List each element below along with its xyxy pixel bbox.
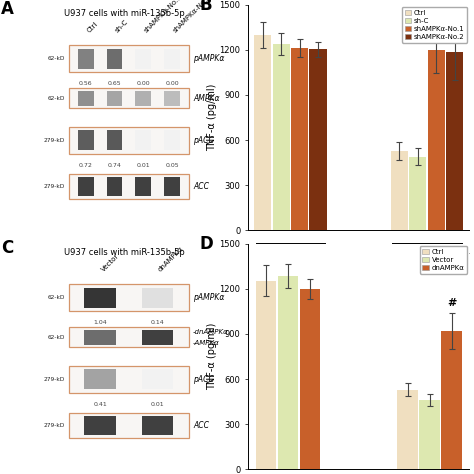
Text: 279-kD: 279-kD: [44, 423, 65, 428]
Text: Ctrl: Ctrl: [86, 21, 99, 34]
Text: AMPKα: AMPKα: [193, 94, 219, 103]
Bar: [107, 130, 122, 150]
Text: C: C: [0, 239, 13, 257]
Bar: [419, 400, 440, 469]
Bar: [84, 329, 116, 345]
Text: LPS (100 ng/mL), 24h: LPS (100 ng/mL), 24h: [310, 262, 407, 271]
Text: 62-kD: 62-kD: [47, 56, 65, 61]
Bar: [255, 35, 272, 230]
Text: -dnAMPKα: -dnAMPKα: [193, 328, 228, 335]
Text: shAMPKα-No.1: shAMPKα-No.1: [143, 0, 183, 34]
Bar: [164, 48, 180, 69]
Bar: [78, 177, 94, 196]
Bar: [164, 177, 180, 196]
Text: Vector: Vector: [100, 253, 120, 273]
Bar: [78, 130, 94, 150]
Bar: [142, 369, 173, 389]
Text: #: #: [447, 298, 456, 308]
Bar: [69, 284, 189, 311]
Text: pACC: pACC: [193, 374, 214, 383]
Text: 62-kD: 62-kD: [47, 295, 65, 301]
Bar: [78, 91, 94, 106]
Bar: [107, 177, 122, 196]
Bar: [273, 44, 290, 230]
Bar: [107, 48, 122, 69]
Bar: [78, 48, 94, 69]
Bar: [142, 288, 173, 308]
Bar: [410, 156, 427, 230]
Bar: [255, 281, 276, 469]
Text: A: A: [0, 0, 14, 18]
Text: #: #: [450, 9, 459, 19]
Text: U937 cells with miR-135b-5p: U937 cells with miR-135b-5p: [64, 9, 185, 18]
Text: pAMPKα: pAMPKα: [193, 55, 224, 64]
Bar: [107, 91, 122, 106]
Text: 0.41: 0.41: [93, 401, 107, 407]
Text: B: B: [200, 0, 212, 14]
Text: 62-kD: 62-kD: [47, 96, 65, 101]
Text: 0.01: 0.01: [151, 401, 164, 407]
Bar: [69, 365, 189, 392]
Text: 0.14: 0.14: [151, 320, 164, 326]
Bar: [84, 416, 116, 435]
Bar: [428, 50, 445, 230]
Text: 0.00: 0.00: [165, 82, 179, 86]
Text: 0.65: 0.65: [108, 82, 121, 86]
Bar: [291, 47, 308, 230]
Text: sh-C: sh-C: [115, 19, 129, 34]
Bar: [69, 127, 189, 154]
Text: ACC: ACC: [193, 421, 209, 430]
Bar: [142, 329, 173, 345]
Bar: [84, 369, 116, 389]
Text: 0.72: 0.72: [79, 163, 93, 168]
Bar: [441, 331, 462, 469]
Bar: [278, 276, 298, 469]
Y-axis label: TNF-α (pg/ml): TNF-α (pg/ml): [207, 323, 217, 390]
Text: U937 cells with miR-135b-5p: U937 cells with miR-135b-5p: [64, 248, 185, 257]
Text: 1.04: 1.04: [93, 320, 107, 326]
Text: 279-kD: 279-kD: [44, 184, 65, 189]
Bar: [69, 413, 189, 438]
Text: 0.00: 0.00: [137, 82, 150, 86]
Text: #: #: [431, 11, 441, 21]
Bar: [397, 390, 418, 469]
Text: 0.05: 0.05: [165, 163, 179, 168]
Bar: [69, 46, 189, 73]
Bar: [164, 130, 180, 150]
Bar: [310, 49, 327, 230]
Text: 279-kD: 279-kD: [44, 376, 65, 382]
Bar: [135, 48, 151, 69]
Text: D: D: [200, 235, 213, 253]
Text: ACC: ACC: [193, 182, 209, 191]
Bar: [69, 327, 189, 347]
Text: pAMPKα: pAMPKα: [193, 293, 224, 302]
Legend: Ctrl, sh-C, shAMPKα-No.1, shAMPKα-No.2: Ctrl, sh-C, shAMPKα-No.1, shAMPKα-No.2: [402, 7, 467, 43]
Bar: [391, 151, 408, 230]
Bar: [446, 52, 463, 230]
Text: pACC: pACC: [193, 136, 214, 145]
Bar: [135, 130, 151, 150]
Bar: [135, 91, 151, 106]
Y-axis label: TNF-α (pg/ml): TNF-α (pg/ml): [207, 84, 217, 151]
Text: 0.74: 0.74: [108, 163, 121, 168]
Text: dnAMPKα: dnAMPKα: [157, 246, 185, 273]
Bar: [164, 91, 180, 106]
Text: 62-kD: 62-kD: [47, 335, 65, 340]
Legend: Ctrl, Vector, dnAMPKα: Ctrl, Vector, dnAMPKα: [419, 246, 467, 273]
Bar: [69, 174, 189, 199]
Text: 279-kD: 279-kD: [44, 137, 65, 143]
Bar: [84, 288, 116, 308]
Bar: [142, 416, 173, 435]
Text: shAMPKα-No.2: shAMPKα-No.2: [172, 0, 212, 34]
Bar: [135, 177, 151, 196]
Bar: [300, 289, 320, 469]
Text: -AMPKα: -AMPKα: [193, 340, 220, 346]
Text: 0.56: 0.56: [79, 82, 92, 86]
Bar: [69, 88, 189, 109]
Text: 0.01: 0.01: [137, 163, 150, 168]
